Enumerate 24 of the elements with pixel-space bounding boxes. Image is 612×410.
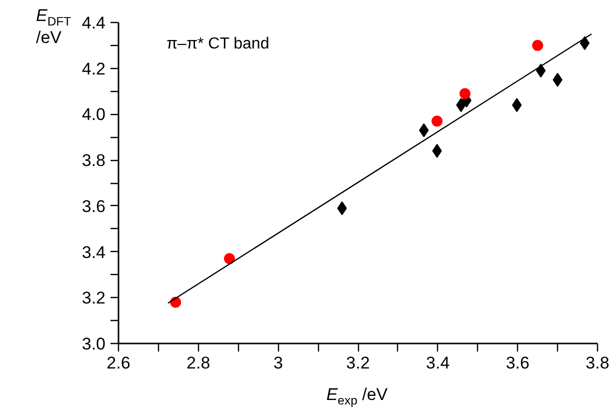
y-tick-label: 3.4 [82,242,106,262]
x-tick-label: 2.8 [186,354,210,372]
y-tick-label: 3.2 [82,288,106,308]
x-tick-label: 2.6 [106,354,130,372]
y-tick-label: 4.4 [82,14,106,32]
annotation: π–π* CT band [166,36,270,52]
y-tick-label: 3.0 [82,334,106,354]
point [536,64,546,78]
point [459,88,470,100]
point [580,36,590,50]
y-tick-label: 4.0 [82,105,106,124]
x-axis-title: E$_{exp}$ /eV [326,385,388,408]
x-tick-label: 3.4 [426,354,450,372]
y-tick-label: 4.2 [82,59,106,78]
point [532,40,544,51]
x-tick-label: 3.6 [506,354,530,372]
y-tick-label: 3.8 [82,151,106,170]
y-axis-title: E$_{DFT}$ /eV [36,6,72,48]
point [224,253,235,264]
x-tick-label: 3.2 [346,354,370,372]
y-tick-label: 3.6 [82,196,106,216]
point [432,116,443,127]
x-tick-label: 3.8 [586,354,610,372]
x-tick-label: 3 [273,354,283,372]
